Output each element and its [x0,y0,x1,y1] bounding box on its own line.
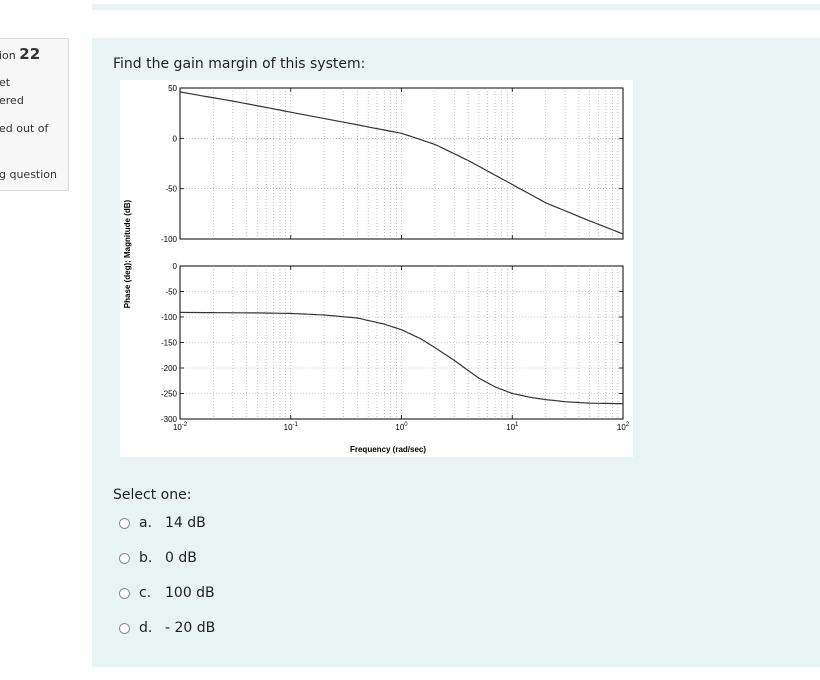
top-divider [92,4,820,10]
option-a[interactable]: a. 14 dB [119,513,206,533]
status-line-2: ered [0,94,24,107]
y-tick-label: -200 [161,364,178,373]
option-c-radio[interactable] [119,587,130,599]
select-one-label: Select one: [113,487,192,503]
y-tick-label: -50 [165,185,177,194]
question-content: Find the gain margin of this system: 50 0… [92,38,820,667]
option-b-radio[interactable] [119,552,130,564]
y-tick-label: -100 [161,313,178,322]
question-label: ion [0,49,16,62]
x-tick-label: 10-2 [173,422,188,432]
option-a-letter: a. [139,515,153,531]
y-tick-label: -100 [161,235,178,244]
option-d-text: - 20 dB [165,620,216,636]
option-b[interactable]: b. 0 dB [119,548,197,568]
option-c[interactable]: c. 100 dB [119,583,215,603]
bode-plot-figure: 50 0 -50 -100 0 -50 -100 -150 -200 -250 -300 10-2 10… [120,80,633,457]
question-number: 22 [19,45,41,63]
option-d[interactable]: d. - 20 dB [119,618,215,638]
y-axis-label: Phase (deg); Magnitude (dB) [123,199,132,308]
x-tick-label: 100 [395,422,408,432]
magnitude-series-line [179,91,624,235]
mark-line: ed out of [0,122,49,135]
option-b-letter: b. [139,550,153,566]
option-d-radio[interactable] [119,622,130,634]
y-tick-label: 50 [168,84,177,93]
option-c-letter: c. [139,585,152,601]
phase-series-line [179,311,624,405]
flag-question-link[interactable]: g question [0,168,58,181]
option-c-text: 100 dB [165,585,215,601]
x-tick-label: 10-1 [284,422,299,432]
y-tick-label: 0 [173,262,178,271]
x-tick-label: 101 [506,422,519,432]
y-tick-label: -250 [161,390,178,399]
status-line-1: et [0,76,11,89]
option-a-text: 14 dB [165,515,206,531]
x-tick-label: 102 [617,422,630,432]
option-b-text: 0 dB [165,550,197,566]
y-tick-label: -150 [161,339,178,348]
y-tick-label: -300 [161,415,178,424]
x-axis-label: Frequency (rad/sec) [350,445,426,454]
option-d-letter: d. [139,620,153,636]
y-tick-label: 0 [173,134,178,143]
question-info-panel: ion 22 et ered ed out of g question [0,38,69,191]
y-tick-label: -50 [165,288,177,297]
question-prompt: Find the gain margin of this system: [113,56,366,72]
option-a-radio[interactable] [119,517,130,529]
